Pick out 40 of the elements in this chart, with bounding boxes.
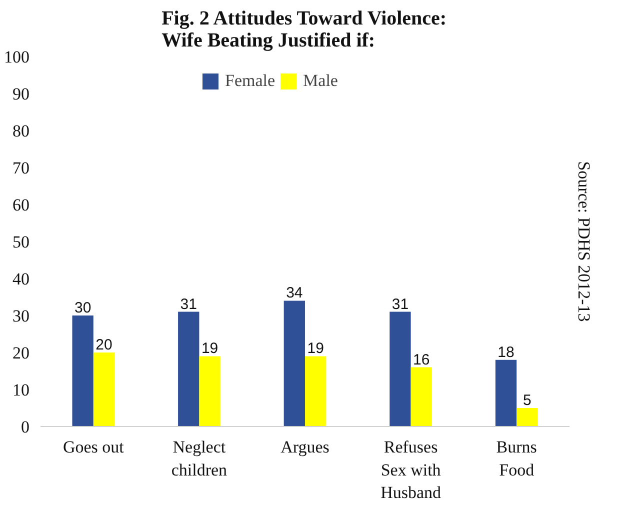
y-tick-label: 50 bbox=[12, 232, 30, 252]
bar bbox=[305, 356, 326, 426]
y-tick-label: 60 bbox=[12, 196, 30, 214]
legend-label: Male bbox=[303, 71, 338, 91]
bar bbox=[284, 300, 305, 426]
data-label: 31 bbox=[180, 296, 197, 313]
data-label: 30 bbox=[74, 300, 92, 316]
x-tick-label: Argues bbox=[280, 438, 330, 456]
data-label: 5 bbox=[523, 392, 532, 409]
bar bbox=[93, 352, 115, 426]
y-tick-label: 80 bbox=[12, 122, 30, 140]
data-label: 19 bbox=[201, 340, 218, 358]
source-note: Source: PDHS 2012-13 bbox=[574, 161, 594, 322]
data-label: 20 bbox=[96, 336, 112, 354]
data-label: 31 bbox=[392, 296, 409, 313]
bar bbox=[199, 356, 220, 426]
x-tick-label: Refuses Sex with Husband bbox=[380, 438, 442, 502]
data-label: 19 bbox=[307, 340, 324, 358]
bar bbox=[72, 316, 94, 426]
bar bbox=[410, 367, 432, 426]
x-tick-label: Burns Food bbox=[496, 438, 537, 480]
legend-label: Female bbox=[225, 71, 276, 91]
y-tick-label: 20 bbox=[12, 344, 30, 362]
y-tick-label: 90 bbox=[12, 84, 30, 104]
x-tick-label: Neglect children bbox=[171, 438, 228, 480]
data-label: 18 bbox=[498, 344, 514, 361]
data-label: 34 bbox=[286, 284, 303, 302]
y-tick-label: 70 bbox=[12, 158, 30, 178]
y-tick-label: 10 bbox=[12, 380, 30, 400]
bar bbox=[178, 312, 200, 426]
data-label: 16 bbox=[413, 351, 430, 368]
bar bbox=[390, 312, 411, 426]
x-tick-label: Goes out bbox=[62, 438, 124, 456]
chart-title: Fig. 2 Attitudes Toward Violence: Wife Beating Justified if: bbox=[162, 8, 447, 52]
y-tick-label: 30 bbox=[12, 306, 30, 326]
y-tick-label: 100 bbox=[4, 48, 30, 66]
y-tick-label: 40 bbox=[12, 270, 30, 288]
bar bbox=[516, 408, 538, 426]
y-tick-label: 0 bbox=[21, 418, 30, 436]
bar bbox=[495, 360, 517, 426]
